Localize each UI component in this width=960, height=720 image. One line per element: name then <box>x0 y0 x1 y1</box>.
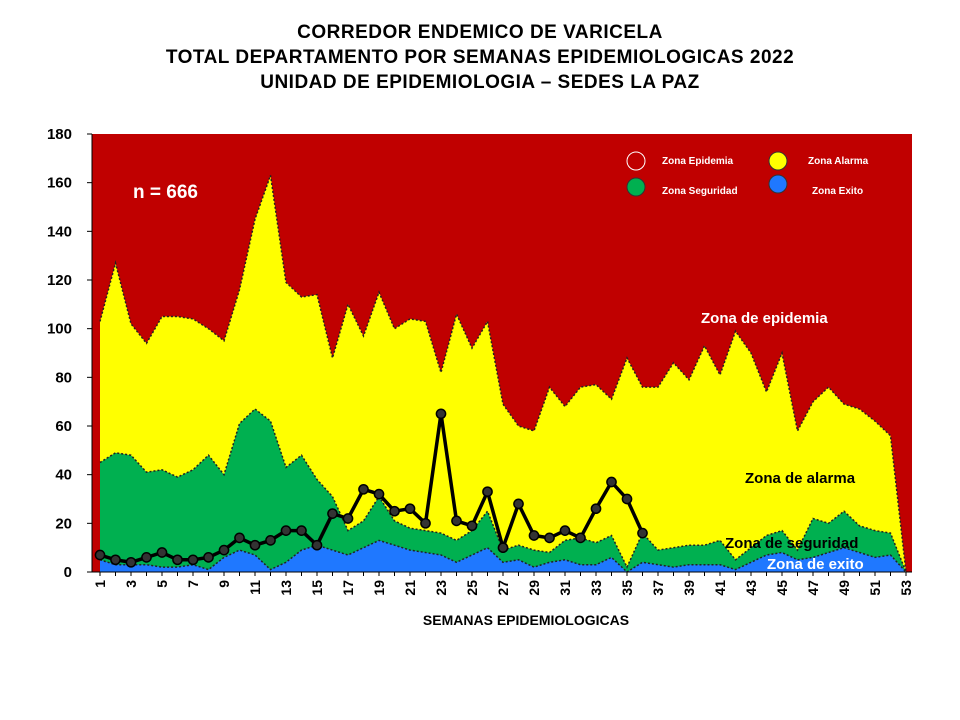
y-tick-label: 60 <box>55 418 72 435</box>
chart-title-line-2: TOTAL DEPARTAMENTO POR SEMANAS EPIDEMIOL… <box>165 47 795 68</box>
x-tick-label: 7 <box>185 580 201 588</box>
x-tick-label: 27 <box>495 580 511 596</box>
x-tick-label: 29 <box>526 580 542 596</box>
x-tick-label: 13 <box>278 580 294 596</box>
zona-alarma-border <box>99 175 907 573</box>
x-tick-label: 3 <box>123 580 139 588</box>
x-tick-label: 17 <box>340 580 356 596</box>
x-tick-label: 39 <box>681 580 697 596</box>
cases-point <box>590 503 602 515</box>
x-tick-label: 23 <box>433 580 449 596</box>
cases-point <box>435 408 447 420</box>
cases-point <box>544 532 555 544</box>
x-tick-label: 33 <box>588 580 604 596</box>
cases-point <box>280 525 292 536</box>
cases-point <box>358 483 369 495</box>
y-tick-label: 0 <box>64 564 72 581</box>
zona-seguridad-label: Zona de seguridad <box>725 535 858 552</box>
cases-point <box>559 525 571 536</box>
legend-marker <box>768 151 788 171</box>
cases-point <box>404 503 416 515</box>
cases-point <box>606 476 617 488</box>
x-tick-label: 35 <box>619 580 635 596</box>
zona-exito-label: Zona de exito <box>767 556 864 573</box>
zona-epidemia-label: Zona de epidemia <box>701 310 828 327</box>
x-tick-label: 51 <box>867 580 883 596</box>
legend-label: Zona Exito <box>812 186 863 197</box>
y-tick-label: 180 <box>47 126 72 143</box>
x-tick-label: 37 <box>650 580 666 596</box>
x-tick-label: 47 <box>805 580 821 596</box>
cases-point <box>389 505 400 517</box>
cases-point <box>373 488 385 500</box>
y-tick-label: 20 <box>55 515 72 532</box>
zona-alarma-label: Zona de alarma <box>745 470 856 487</box>
cases-point <box>172 554 183 566</box>
x-tick-label: 49 <box>836 580 852 596</box>
legend-marker <box>626 151 646 171</box>
y-tick-label: 140 <box>47 223 72 240</box>
zona-exito-border <box>99 539 907 573</box>
cases-point <box>249 539 261 551</box>
zona-exito-area <box>100 540 906 572</box>
cases-point <box>311 539 323 551</box>
cases-point <box>466 520 478 532</box>
legend-marker <box>768 174 788 194</box>
cases-point <box>110 554 121 566</box>
chart-title-line-1: CORREDOR ENDEMICO DE VARICELA <box>297 22 663 43</box>
n-count-annotation: n = 666 <box>133 182 198 203</box>
cases-point <box>296 525 307 536</box>
cases-point <box>497 542 509 554</box>
x-tick-label: 11 <box>247 580 263 595</box>
cases-point <box>141 552 152 563</box>
cases-point <box>156 547 168 558</box>
cases-point <box>218 544 230 556</box>
x-tick-label: 41 <box>712 580 728 596</box>
legend-marker <box>626 177 646 197</box>
x-tick-label: 9 <box>216 580 232 588</box>
cases-point <box>234 532 245 544</box>
cases-point <box>420 517 431 529</box>
zona-seguridad-border <box>99 408 907 573</box>
cases-point <box>125 556 137 568</box>
cases-point <box>637 527 648 539</box>
y-tick-label: 120 <box>47 272 72 289</box>
x-tick-label: 53 <box>898 580 914 596</box>
x-tick-label: 31 <box>557 580 573 596</box>
cases-point <box>621 493 633 505</box>
legend-label: Zona Alarma <box>808 156 869 167</box>
y-tick-label: 80 <box>55 369 72 386</box>
y-tick-label: 40 <box>55 467 72 484</box>
cases-point <box>451 515 462 527</box>
cases-point <box>513 498 524 510</box>
cases-point <box>265 535 276 546</box>
cases-point <box>187 554 199 566</box>
cases-point <box>94 549 106 561</box>
cases-point <box>327 508 338 519</box>
y-tick-label: 100 <box>47 321 72 338</box>
cases-point <box>575 532 586 544</box>
x-tick-label: 5 <box>154 580 170 588</box>
x-tick-label: 19 <box>371 580 387 596</box>
x-tick-label: 43 <box>743 580 759 596</box>
legend-label: Zona Epidemia <box>662 156 734 167</box>
x-tick-label: 25 <box>464 580 480 596</box>
legend-label: Zona Seguridad <box>662 186 738 197</box>
x-tick-label: 15 <box>309 580 325 596</box>
x-axis-label: SEMANAS EPIDEMIOLOGICAS <box>423 612 629 628</box>
y-tick-label: 160 <box>47 175 72 192</box>
cases-point <box>528 530 540 541</box>
cases-point <box>482 486 493 498</box>
x-tick-label: 45 <box>774 580 790 596</box>
cases-point <box>342 513 354 524</box>
chart-title-line-3: UNIDAD DE EPIDEMIOLOGIA – SEDES LA PAZ <box>260 72 700 93</box>
x-tick-label: 1 <box>92 580 108 588</box>
cases-point <box>203 552 214 563</box>
x-tick-label: 21 <box>402 580 418 596</box>
